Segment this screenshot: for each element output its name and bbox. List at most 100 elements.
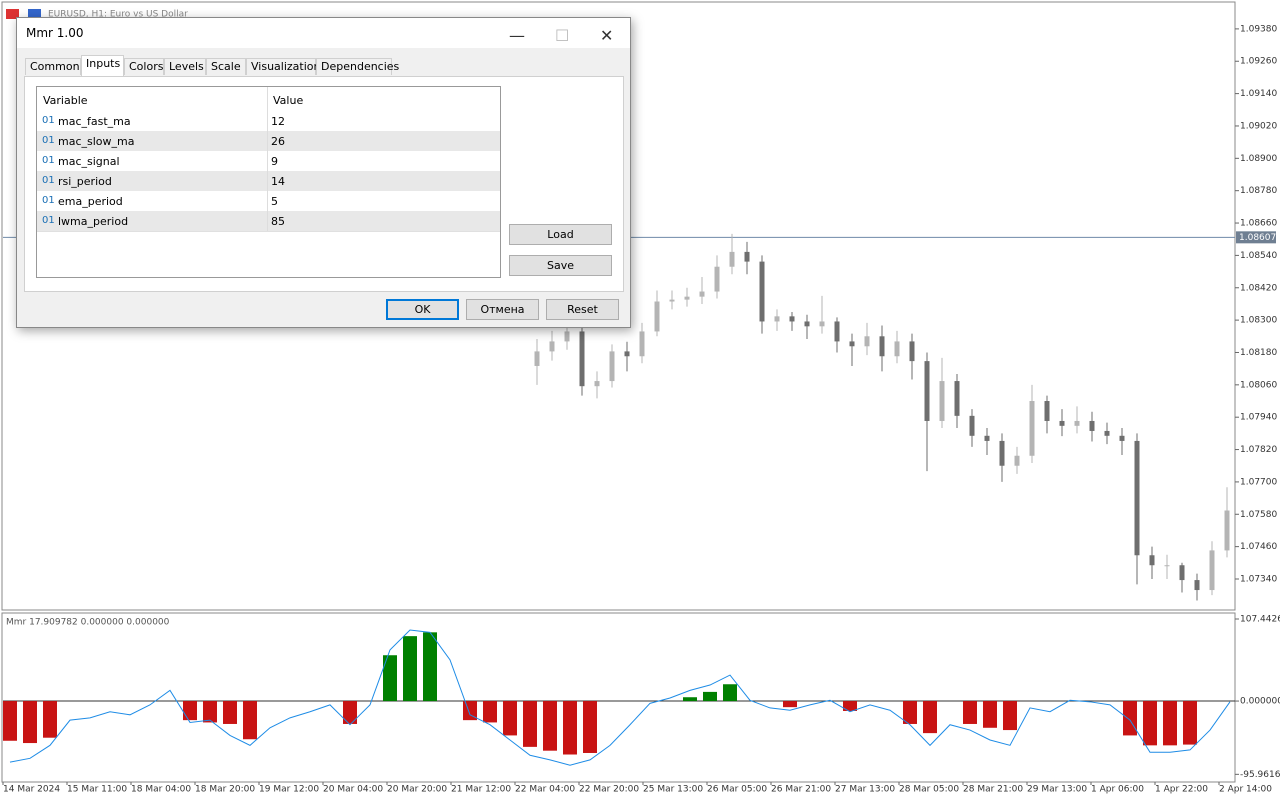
type-badge: 01 [42,135,55,146]
histogram-bar [483,701,497,723]
column-header: Value [273,94,304,107]
candle-body [609,351,615,382]
candle-body [1104,430,1110,436]
y-tick-label: 1.09260 [1240,57,1277,67]
y-tick-label: 107.44262 [1240,615,1280,625]
candle-body [699,291,705,297]
time-label: 26 Mar 21:00 [771,785,831,795]
y-tick-label: 1.08300 [1240,316,1277,326]
time-label: 18 Mar 20:00 [195,785,255,795]
variable-name: mac_slow_ma [58,135,135,148]
y-tick-label: 1.08540 [1240,251,1277,261]
histogram-bar [43,701,57,738]
histogram-bar [543,701,557,751]
header-row: Variable Value [37,87,500,112]
histogram-bar [183,701,197,721]
candle-body [1224,510,1230,551]
y-tick-label: 1.08420 [1240,283,1277,293]
current-price-box [1236,231,1276,244]
dialog-title: Mmr 1.00 [26,26,84,40]
table-row: 01 mac_signal 9 [37,151,500,172]
time-label: 29 Mar 13:00 [1027,785,1087,795]
y-tick-label: 1.07340 [1240,574,1277,584]
candle-body [1149,555,1155,566]
y-tick-label: 1.09020 [1240,121,1277,131]
histogram-bar [503,701,517,736]
table-row: 01 mac_fast_ma 12 [37,111,500,132]
candle-body [969,415,975,436]
table-row: 01 mac_slow_ma 26 [37,131,500,152]
candle-body [1089,420,1095,431]
candle-body [1179,565,1185,581]
maximize-button: ☐ [555,26,570,45]
tab[interactable]: Visualization [246,58,320,75]
time-label: 22 Mar 20:00 [579,785,639,795]
candle-body [879,336,885,357]
histogram-bar [903,701,917,724]
time-label: 20 Mar 20:00 [387,785,447,795]
signal-line [9,629,1231,766]
candle-body [1074,420,1080,426]
variable-name: mac_signal [58,155,120,168]
candle-body [894,341,900,357]
histogram-bar [783,701,797,708]
candle-body [1119,435,1125,441]
variable-value: 12 [271,115,285,128]
candle-body [579,331,585,387]
tab[interactable]: Scale [206,58,246,75]
table-row: 01 lwma_period 85 [37,211,500,232]
cancel-button[interactable]: Отмена [466,299,539,320]
histogram-bar [1163,701,1177,746]
candle-body [1044,401,1050,421]
tab[interactable]: Levels [164,58,206,75]
type-badge: 01 [42,155,55,166]
variable-name: mac_fast_ma [58,115,131,128]
indicator-pane [1,612,1236,783]
histogram-bar [383,655,397,702]
ok-button[interactable]: OK [386,299,459,320]
time-label: 18 Mar 04:00 [131,785,191,795]
tab[interactable]: Common [25,58,81,75]
variable-value: 26 [271,135,285,148]
table-row: 01 ema_period 5 [37,191,500,212]
time-label: 15 Mar 11:00 [67,785,127,795]
y-tick-label: -95.96160 [1240,770,1280,780]
save-button[interactable]: Save [509,255,612,276]
y-tick-label: 1.07580 [1240,510,1277,520]
load-button[interactable]: Load [509,224,612,245]
variable-name: ema_period [58,195,123,208]
tab[interactable]: Colors [124,58,164,75]
candle-body [984,435,990,441]
candle-body [1209,550,1215,591]
histogram-bar [703,691,717,702]
minimize-button[interactable]: — [509,26,525,45]
candle-body [939,381,945,421]
y-tick-label: 1.07700 [1240,477,1277,487]
candle-body [1029,401,1035,456]
time-label: 26 Mar 05:00 [707,785,767,795]
histogram-bar [983,701,997,728]
variable-name: rsi_period [58,175,112,188]
tab[interactable]: Inputs [81,55,124,76]
y-tick-label: 1.08660 [1240,219,1277,229]
reset-button[interactable]: Reset [546,299,619,320]
y-tick-label: 1.07460 [1240,542,1277,552]
type-badge: 01 [42,195,55,206]
close-button[interactable]: ✕ [600,26,614,45]
candle-body [744,251,750,262]
candle-body [909,341,915,362]
tab[interactable]: Dependencies [316,58,399,75]
candle-body [1014,455,1020,466]
inputs-table: Variable Value 01 mac_fast_ma 12 01 mac_slow… [36,86,501,278]
histogram-bar [343,701,357,724]
time-label: 1 Apr 22:00 [1155,785,1208,795]
histogram-bar [523,701,537,747]
candle-body [729,251,735,267]
candle-body [669,299,675,302]
candle-body [654,301,660,332]
histogram-bar [223,701,237,724]
candle-body [684,296,690,300]
candle-body [549,341,555,352]
type-badge: 01 [42,215,55,226]
histogram-bar [963,701,977,724]
